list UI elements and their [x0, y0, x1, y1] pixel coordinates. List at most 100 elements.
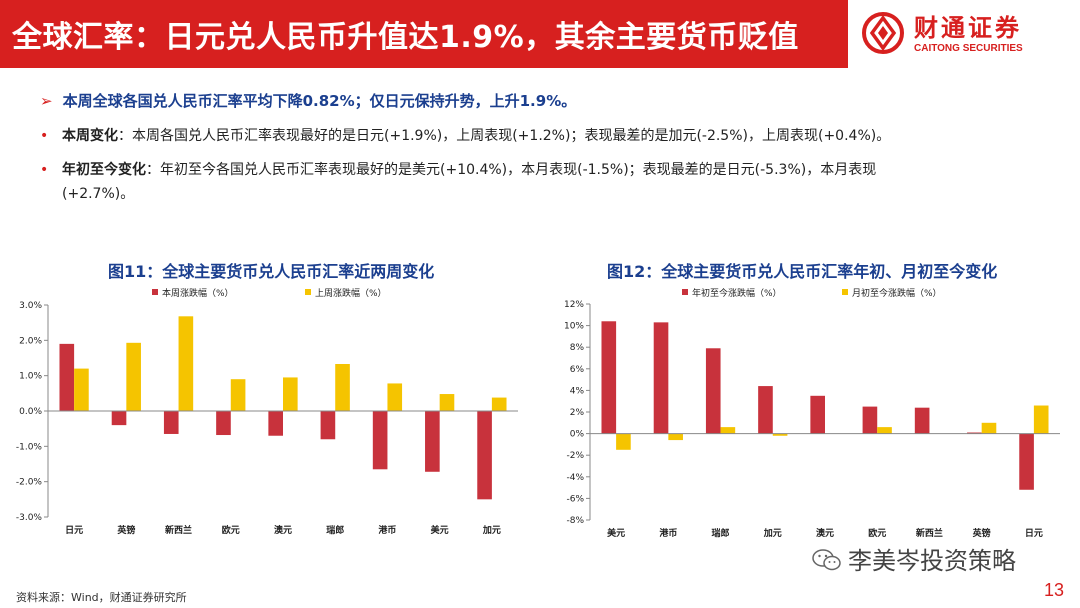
y-tick-label: 10%: [564, 322, 584, 332]
header-bar: 全球汇率：日元兑人民币升值达1.9%，其余主要货币贬值 财通证券 CAITONG…: [0, 0, 1080, 68]
y-tick-label: 6%: [570, 365, 585, 375]
bar-secondary-2: [720, 427, 736, 434]
bar-secondary-8: [1033, 405, 1049, 434]
bar-primary-1: [111, 411, 127, 426]
x-category-label: 加元: [763, 527, 782, 539]
page-number: 13: [1043, 580, 1064, 600]
bar-secondary-6: [387, 383, 403, 411]
y-tick-label: 2%: [570, 408, 585, 418]
x-category-label: 港币: [659, 527, 677, 539]
bar-primary-5: [320, 411, 336, 440]
bullet-text: ：年初至今各国兑人民币汇率表现最好的是美元(+10.4%)，本月表现(-1.5%…: [146, 162, 877, 178]
bar-secondary-0: [616, 433, 631, 450]
y-tick-label: 0.0%: [19, 407, 42, 417]
bar-primary-4: [268, 411, 283, 436]
x-category-label: 加元: [482, 524, 501, 536]
bar-secondary-4: [283, 377, 298, 411]
bar-primary-2: [705, 348, 721, 434]
x-category-label: 欧元: [222, 524, 240, 536]
bullet-dot-icon: •: [40, 162, 49, 178]
bullet-ytd-change: • 年初至今变化：年初至今各国兑人民币汇率表现最好的是美元(+10.4%)，本月表…: [40, 158, 990, 206]
caitong-logo-icon: [862, 12, 904, 54]
legend-label: 本周涨跌幅（%）: [162, 287, 234, 299]
chart-weekly-change: 本周涨跌幅（%） 上周涨跌幅（%） 3.0% 2.0% 1.0% 0.0% -1.0% -2.…: [16, 287, 518, 536]
bullet-text-continued: (+2.7%)。: [62, 186, 135, 202]
y-tick-label: 2.0%: [19, 336, 42, 346]
bar-primary-3: [216, 411, 231, 436]
logo-text-cn: 财通证券: [914, 14, 1022, 42]
x-category-label: 新西兰: [165, 524, 192, 536]
bar-primary-3: [758, 386, 773, 434]
x-category-label: 英镑: [116, 524, 135, 536]
bar-secondary-7: [439, 394, 455, 411]
y-tick-label: -4%: [566, 473, 584, 483]
x-category-label: 英镑: [972, 527, 991, 539]
x-category-label: 新西兰: [916, 527, 943, 539]
y-tick-label: -3.0%: [16, 513, 43, 523]
x-category-label: 瑞郎: [326, 524, 344, 536]
bar-primary-6: [372, 411, 388, 470]
y-tick-label: -8%: [566, 516, 584, 526]
bar-primary-8: [477, 411, 492, 500]
bar-secondary-0: [74, 368, 89, 411]
summary-headline: ➢ 本周全球各国兑人民币汇率平均下降0.82%；仅日元保持升势，上升1.9%。: [40, 90, 576, 111]
legend-swatch: [682, 289, 688, 295]
bullet-dot-icon: •: [40, 128, 49, 144]
watermark-text: 李美岑投资策略: [848, 547, 1016, 575]
bar-primary-4: [810, 395, 825, 434]
bar-secondary-1: [126, 342, 141, 411]
y-tick-label: -2%: [566, 451, 584, 461]
x-category-label: 美元: [607, 527, 625, 539]
x-category-label: 日元: [1025, 528, 1043, 539]
x-category-label: 欧元: [868, 527, 886, 539]
legend-swatch: [152, 289, 158, 295]
chart-ytd-mtd-change: 年初至今涨跌幅（%） 月初至今涨跌幅（%） 12% 10% 8% 6% 4% 2% 0% -2% -…: [564, 287, 1060, 539]
bullet-label: 本周变化: [62, 128, 118, 144]
bar-secondary-2: [178, 316, 194, 411]
bar-secondary-3: [772, 433, 788, 436]
source-note: 资料来源：Wind，财通证券研究所: [16, 591, 187, 604]
wechat-icon: [812, 549, 841, 571]
y-tick-label: -6%: [566, 494, 584, 504]
y-tick-label: 4%: [570, 386, 585, 396]
y-tick-label: 8%: [570, 343, 585, 353]
chart-title-fig11: 图11：全球主要货币兑人民币汇率近两周变化: [108, 262, 435, 281]
watermark: 李美岑投资策略: [812, 541, 1016, 576]
bar-primary-7: [967, 432, 982, 434]
y-tick-label: 12%: [564, 300, 584, 310]
bar-primary-6: [914, 407, 930, 434]
y-tick-label: 1.0%: [19, 372, 42, 382]
x-category-label: 日元: [65, 525, 83, 536]
legend-label: 上周涨跌幅（%）: [315, 287, 387, 299]
bullet-label: 年初至今变化: [62, 162, 146, 178]
x-category-label: 澳元: [274, 524, 292, 536]
legend-label: 月初至今涨跌幅（%）: [852, 287, 942, 299]
bar-secondary-8: [491, 397, 507, 411]
legend-swatch: [842, 289, 848, 295]
chart-title-fig12: 图12：全球主要货币兑人民币汇率年初、月初至今变化: [607, 262, 998, 281]
y-tick-label: -2.0%: [16, 478, 43, 488]
headline-text: 本周全球各国兑人民币汇率平均下降0.82%；仅日元保持升势，上升1.9%。: [62, 92, 577, 110]
bar-secondary-1: [668, 433, 683, 441]
bar-secondary-5: [877, 427, 892, 434]
logo: 财通证券 CAITONG SECURITIES: [848, 0, 1080, 68]
y-tick-label: 0%: [570, 430, 585, 440]
y-tick-label: -1.0%: [16, 442, 43, 452]
bar-primary-1: [653, 322, 669, 434]
y-tick-label: 3.0%: [19, 301, 42, 311]
bar-secondary-5: [335, 364, 350, 411]
bar-primary-8: [1019, 433, 1034, 490]
x-category-label: 美元: [431, 524, 449, 536]
bar-primary-0: [59, 343, 75, 411]
bullet-text: ：本周各国兑人民币汇率表现最好的是日元(+1.9%)，上周表现(+1.2%)；表…: [118, 128, 891, 144]
x-category-label: 澳元: [816, 527, 834, 539]
bar-secondary-3: [230, 379, 246, 411]
legend-label: 年初至今涨跌幅（%）: [692, 287, 782, 299]
bar-primary-5: [862, 406, 878, 434]
bar-primary-2: [163, 411, 179, 434]
legend-swatch: [305, 289, 311, 295]
x-category-label: 瑞郎: [712, 527, 730, 539]
logo-text-en: CAITONG SECURITIES: [914, 43, 1023, 54]
page-title: 全球汇率：日元兑人民币升值达1.9%，其余主要货币贬值: [12, 20, 799, 55]
bar-secondary-7: [981, 422, 997, 434]
